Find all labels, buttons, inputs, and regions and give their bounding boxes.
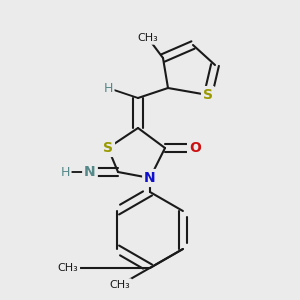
Text: H: H [103, 82, 113, 94]
Text: H: H [60, 166, 70, 178]
Text: N: N [144, 171, 156, 185]
Text: CH₃: CH₃ [138, 33, 158, 43]
Text: N: N [84, 165, 96, 179]
Text: O: O [189, 141, 201, 155]
Text: S: S [103, 141, 113, 155]
Text: S: S [203, 88, 213, 102]
Text: CH₃: CH₃ [58, 263, 78, 273]
Text: CH₃: CH₃ [110, 280, 130, 290]
